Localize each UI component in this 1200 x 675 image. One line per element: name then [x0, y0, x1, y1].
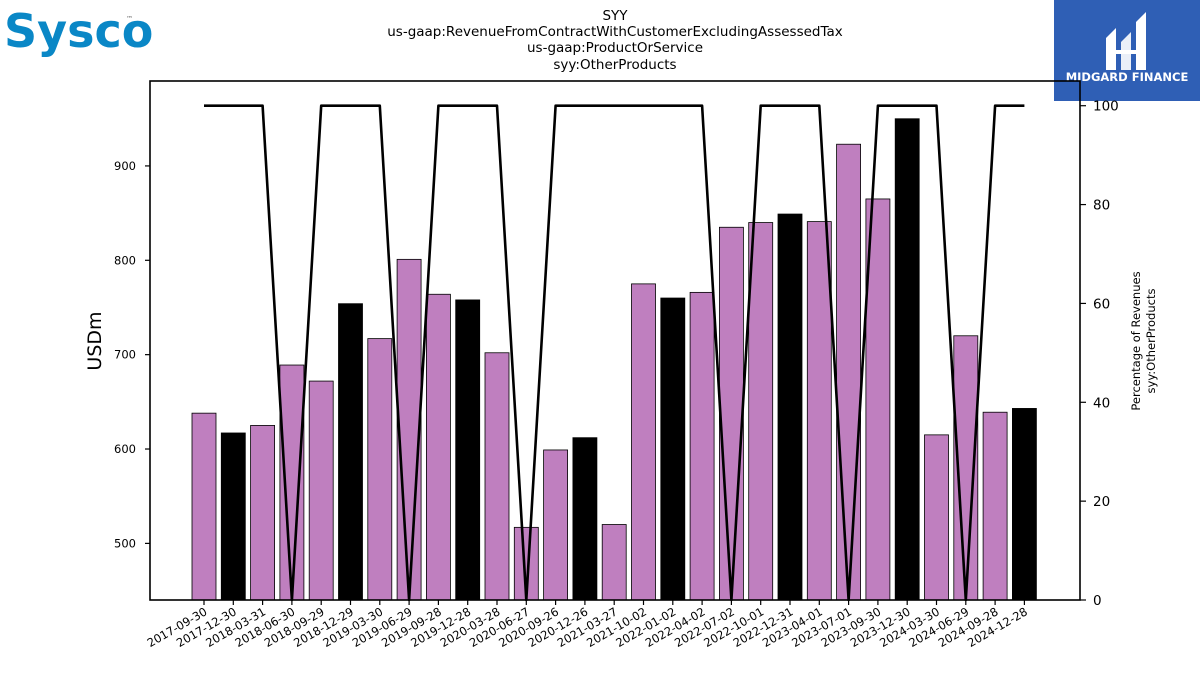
bar-2017-09-30 [191, 412, 217, 601]
y2-tick-label-80: 80 [1093, 198, 1110, 214]
sysco-trademark: ™ [126, 15, 133, 23]
sysco-logo: Sysco ™ [4, 4, 153, 58]
bar-2021-03-27 [601, 524, 627, 601]
bar-2018-03-31 [250, 425, 276, 601]
bar-2024-09-28 [982, 411, 1008, 601]
bar-2019-03-30 [367, 338, 393, 601]
bar-2022-01-02 [660, 297, 686, 601]
line-series [204, 104, 1025, 602]
bar-2022-04-02 [689, 291, 715, 601]
bar-2022-12-31 [777, 213, 803, 601]
bar-2019-06-29 [396, 258, 422, 601]
bar-2023-12-30 [894, 118, 920, 601]
y2-tick-label-100: 100 [1093, 99, 1119, 115]
bar-2021-10-02 [631, 283, 656, 601]
y2-axis-label-line-1: Percentage of Revenues [1129, 271, 1143, 410]
bar-2023-09-30 [865, 198, 891, 601]
y-axis-label: USDm [84, 311, 106, 370]
bar-2024-12-28 [1012, 408, 1037, 601]
y2-tick-label-20: 20 [1093, 494, 1110, 510]
bar-2018-09-29 [308, 380, 334, 601]
y-tick-label-800: 800 [114, 253, 136, 267]
plot-frame [149, 80, 1081, 601]
bar-2020-09-26 [543, 449, 568, 601]
midgard-finance-logo: MIDGARD FINANCE [1054, 0, 1200, 101]
bar-2023-07-01 [836, 143, 861, 601]
bar-2018-06-30 [279, 364, 305, 601]
bar-2020-03-28 [484, 352, 510, 601]
y2-tick-label-0: 0 [1093, 593, 1102, 609]
chart-subtitle-line-1: us-gaap:RevenueFromContractWithCustomerE… [387, 24, 843, 40]
y2-tick-label-60: 60 [1093, 296, 1110, 312]
bar-series [191, 118, 1037, 601]
chart-title-block: SYY us-gaap:RevenueFromContractWithCusto… [387, 8, 843, 73]
right-y-axis: 0 20 40 60 80 100 [1080, 99, 1119, 609]
bar-2019-09-28 [425, 293, 451, 601]
bar-2022-07-02 [719, 226, 744, 601]
bar-2017-12-30 [220, 432, 246, 601]
chart-title: SYY [602, 8, 628, 24]
midgard-emblem-icon [1106, 12, 1146, 70]
chart-subtitle-line-2: us-gaap:ProductOrService [527, 40, 703, 56]
percentage-line [204, 104, 1025, 602]
bar-2020-12-26 [572, 437, 598, 601]
y-tick-label-600: 600 [114, 442, 136, 456]
y-tick-label-700: 700 [114, 348, 136, 362]
y2-tick-label-40: 40 [1093, 395, 1110, 411]
y-tick-label-500: 500 [114, 536, 136, 550]
bar-2022-10-01 [748, 222, 774, 601]
chart-subtitle-line-3: syy:OtherProducts [553, 57, 676, 73]
bar-2024-03-30 [924, 434, 949, 601]
y2-axis-label-line-2: syy:OtherProducts [1144, 289, 1158, 394]
sysco-logo-text: Sysco [4, 4, 153, 58]
midgard-logo-text: MIDGARD FINANCE [1066, 70, 1189, 84]
x-axis: 2017-09-302017-12-302018-03-312018-06-30… [145, 600, 1030, 650]
bar-2018-12-29 [338, 303, 363, 601]
left-y-axis: 500 600 700 800 900 [114, 159, 150, 550]
bar-2019-12-28 [455, 299, 481, 601]
y-tick-label-900: 900 [114, 159, 136, 173]
bar-2023-04-01 [806, 221, 832, 601]
